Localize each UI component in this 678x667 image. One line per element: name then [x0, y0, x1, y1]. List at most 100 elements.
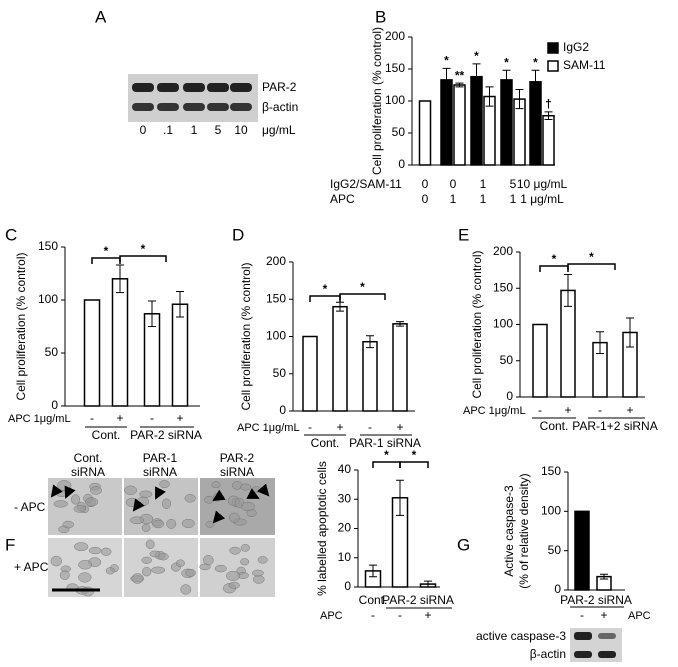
- bar: [111, 278, 129, 407]
- panel-label: G: [457, 535, 470, 554]
- y-tick-label: 100: [38, 292, 58, 306]
- y-tick-label: 50: [548, 543, 562, 557]
- x-tick-label: -: [598, 403, 602, 417]
- cell: [130, 516, 144, 525]
- group-label: PAR-2 siRNA: [560, 593, 632, 607]
- group-label: PAR-2 siRNA: [382, 593, 454, 607]
- band-label: active caspase-3: [476, 629, 566, 643]
- cell: [74, 542, 89, 552]
- y-tick-label: 200: [266, 254, 286, 268]
- cell: [252, 569, 264, 577]
- cell: [229, 546, 241, 555]
- y-tick-label: 100: [266, 329, 286, 343]
- y-tick-label: 0: [398, 157, 405, 171]
- bar: [83, 299, 101, 407]
- legend-swatch: [547, 60, 559, 72]
- x-tick-label: -: [398, 608, 402, 622]
- band-label: PAR-2: [262, 80, 297, 94]
- error-bar: [336, 301, 344, 312]
- x-tick-label: 1: [480, 177, 487, 191]
- cell: [225, 570, 241, 581]
- bar: [362, 340, 378, 412]
- row-label: - APC: [14, 500, 46, 514]
- y-tick-label: 20: [338, 521, 352, 535]
- band: [574, 632, 592, 640]
- lane-label: 1: [191, 123, 198, 137]
- cell: [252, 575, 265, 584]
- error-bar: [596, 331, 604, 354]
- error-bar: [442, 67, 451, 92]
- y-axis-label: Cell proliferation (% control): [239, 262, 253, 410]
- column-label: siRNA: [220, 465, 254, 479]
- cell: [214, 564, 227, 573]
- bar: [453, 84, 466, 166]
- y-axis-label: (% of relative density): [517, 473, 531, 588]
- significance-bracket: [119, 255, 167, 262]
- significance-bracket: [91, 257, 121, 264]
- cell: [151, 566, 166, 574]
- annotation: *: [104, 244, 109, 258]
- error-bar: [366, 335, 374, 349]
- x-tick-label: 0: [422, 177, 429, 191]
- band: [230, 103, 252, 111]
- bar: [418, 100, 432, 166]
- y-tick-label: 150: [385, 61, 405, 75]
- band: [132, 83, 154, 92]
- cell: [181, 518, 195, 528]
- x-tick-label: +: [176, 411, 183, 425]
- significance-bracket: [399, 461, 429, 468]
- annotation: *: [504, 55, 509, 69]
- annotation: †: [545, 97, 552, 111]
- cell: [139, 490, 153, 498]
- cell: [205, 521, 215, 528]
- error-bar: [455, 82, 464, 88]
- error-bar: [424, 580, 432, 588]
- x-tick-label: 5: [510, 177, 517, 191]
- x-tick-label: -: [368, 420, 372, 434]
- annotation: *: [360, 280, 365, 294]
- cell: [78, 572, 92, 583]
- x-row-label: APC 1μg/mL: [237, 422, 300, 434]
- bar: [171, 303, 189, 407]
- group-label: Cont.: [540, 419, 569, 433]
- cell: [241, 501, 255, 512]
- x-tick-label: -: [308, 420, 312, 434]
- cell: [159, 480, 170, 489]
- panel-label: E: [458, 225, 469, 244]
- cell: [50, 555, 62, 567]
- cell: [185, 568, 196, 577]
- cell: [105, 567, 115, 575]
- significance-bracket: [372, 461, 401, 468]
- error-bar: [116, 264, 124, 294]
- cell: [53, 500, 68, 508]
- error-bar: [544, 111, 553, 121]
- cell: [88, 546, 102, 555]
- column-label: PAR-2: [220, 451, 255, 465]
- significance-bracket: [309, 295, 341, 302]
- lane-label: 0: [140, 123, 147, 137]
- y-axis-label: Cell proliferation (% control): [370, 27, 384, 175]
- bar: [143, 313, 161, 407]
- cell: [100, 547, 112, 556]
- cell: [240, 544, 250, 552]
- y-tick-label: 0: [554, 582, 561, 596]
- lane-label: 10: [234, 123, 248, 137]
- y-tick-label: 50: [392, 125, 406, 139]
- cell: [73, 505, 87, 513]
- y-tick-label: 100: [541, 504, 561, 518]
- cell: [59, 570, 70, 580]
- y-tick-label: 0: [51, 398, 58, 412]
- y-tick-label: 150: [38, 239, 58, 253]
- error-bar: [176, 291, 184, 318]
- cell: [90, 486, 102, 495]
- annotation: **: [455, 68, 465, 82]
- x-tick-label: +: [396, 420, 403, 434]
- cell: [257, 556, 268, 564]
- annotation: *: [589, 250, 594, 264]
- band: [183, 83, 205, 92]
- panel-label: A: [95, 7, 107, 26]
- band: [598, 633, 616, 639]
- cell: [81, 586, 95, 597]
- cell: [141, 556, 152, 564]
